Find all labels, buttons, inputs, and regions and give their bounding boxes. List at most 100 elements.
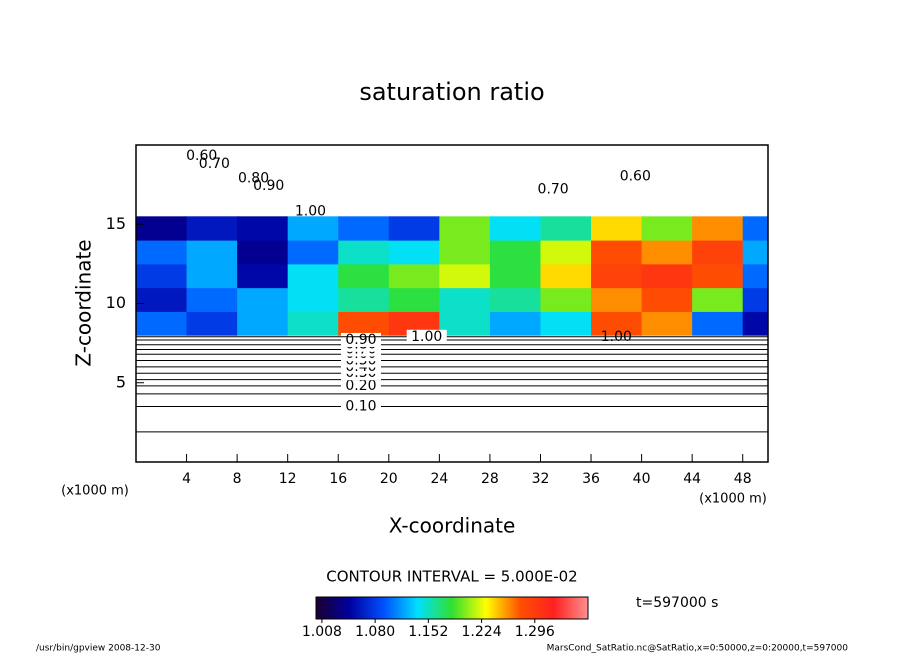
contour-label: 0.90 — [345, 332, 376, 348]
heat-cell — [641, 263, 693, 289]
heat-cell — [136, 216, 188, 241]
x-tick-label: 24 — [430, 471, 448, 487]
heat-cell — [641, 311, 693, 336]
heat-cell — [591, 240, 643, 265]
colorbar-tick-label: 1.224 — [462, 624, 502, 640]
x-tick-label: 48 — [734, 471, 752, 487]
heat-cell — [136, 287, 188, 312]
heat-cell — [641, 287, 693, 312]
chart-title: saturation ratio — [359, 78, 544, 106]
heat-cell — [540, 263, 592, 289]
heat-cell — [338, 240, 390, 265]
colorbar-tick-label: 1.080 — [355, 624, 395, 640]
heat-cell — [237, 311, 289, 336]
heat-cell — [591, 263, 643, 289]
heat-cell — [692, 240, 744, 265]
heat-cell — [338, 263, 390, 289]
heat-cell — [742, 287, 768, 312]
heat-cell — [186, 240, 238, 265]
heat-cell — [692, 263, 744, 289]
colorbar-tick-label: 1.296 — [515, 624, 555, 640]
x-tick-label: 4 — [182, 471, 191, 487]
heat-cell — [287, 216, 339, 241]
heat-cell — [591, 216, 643, 241]
x-tick-label: 16 — [329, 471, 347, 487]
footer-left: /usr/bin/gpview 2008-12-30 — [36, 644, 161, 654]
x-tick-label: 12 — [279, 471, 297, 487]
contour-label-bg — [340, 378, 381, 393]
heat-cell — [540, 287, 592, 312]
heat-cell — [692, 287, 744, 312]
heat-cell — [489, 216, 541, 241]
heat-cell — [388, 287, 440, 312]
heat-cell — [287, 263, 339, 289]
y-tick-label: 10 — [106, 293, 126, 312]
contour-label: 1.00 — [295, 204, 326, 220]
y-unit: (x1000 m) — [61, 484, 129, 499]
heat-cell — [692, 216, 744, 241]
x-tick-label: 32 — [532, 471, 550, 487]
contour-label: 1.00 — [601, 329, 632, 345]
heat-cell — [540, 311, 592, 336]
contour-label: 0.80 — [238, 170, 269, 186]
contour-label: 0.10 — [345, 399, 376, 415]
colorbar-tick-label: 1.008 — [302, 624, 342, 640]
x-tick-label: 36 — [582, 471, 600, 487]
heat-cell — [742, 216, 768, 241]
contour-label: 0.70 — [199, 156, 230, 172]
contour-label: 0.60 — [620, 169, 651, 185]
colorbar-tick-label: 1.152 — [408, 624, 448, 640]
heat-cell — [338, 216, 390, 241]
x-tick-label: 20 — [380, 471, 398, 487]
contour-interval: CONTOUR INTERVAL = 5.000E-02 — [326, 568, 577, 586]
contour-label: 0.20 — [345, 378, 376, 394]
heat-cell — [439, 263, 491, 289]
heat-cell — [591, 287, 643, 312]
contour-label: 1.00 — [411, 329, 442, 345]
y-tick-label: 15 — [106, 214, 126, 233]
plot-area: 0.100.200.300.400.500.600.700.800.901.00… — [136, 148, 768, 433]
heat-cell — [742, 263, 768, 289]
heat-cell — [388, 263, 440, 289]
heat-cell — [439, 287, 491, 312]
heat-cell — [641, 240, 693, 265]
x-axis-label: X-coordinate — [389, 514, 516, 538]
heat-cell — [287, 240, 339, 265]
heat-cell — [439, 216, 491, 241]
heat-cell — [186, 216, 238, 241]
heat-cell — [489, 287, 541, 312]
contour-label: 0.70 — [538, 181, 569, 197]
heat-cell — [287, 287, 339, 312]
heat-cell — [489, 240, 541, 265]
heat-cell — [338, 311, 390, 336]
footer-right: MarsCond_SatRatio.nc@SatRatio,x=0:50000,… — [547, 644, 849, 654]
contour-label: 0.90 — [253, 178, 284, 194]
x-tick-label: 28 — [481, 471, 499, 487]
contour-label: 0.60 — [186, 148, 217, 164]
heat-cell — [136, 263, 188, 289]
heat-cell — [692, 311, 744, 336]
heat-cell — [338, 287, 390, 312]
x-tick-label: 8 — [233, 471, 242, 487]
heat-cell — [388, 240, 440, 265]
heat-cell — [591, 311, 643, 336]
heat-cell — [388, 216, 440, 241]
heat-cell — [439, 240, 491, 265]
heat-cell — [237, 216, 289, 241]
heat-cell — [742, 240, 768, 265]
x-tick-label: 44 — [683, 471, 701, 487]
heat-cell — [540, 216, 592, 241]
heat-cell — [287, 311, 339, 336]
heat-cell — [237, 240, 289, 265]
heat-cell — [186, 311, 238, 336]
heat-cell — [136, 311, 188, 336]
heat-cell — [540, 240, 592, 265]
y-axis-label: Z-coordinate — [72, 239, 96, 366]
heat-cell — [489, 311, 541, 336]
colorbar — [315, 596, 589, 620]
x-unit: (x1000 m) — [699, 492, 767, 507]
contour-label-bg — [406, 329, 447, 344]
x-tick-label: 40 — [633, 471, 651, 487]
time-label: t=597000 s — [636, 595, 718, 611]
